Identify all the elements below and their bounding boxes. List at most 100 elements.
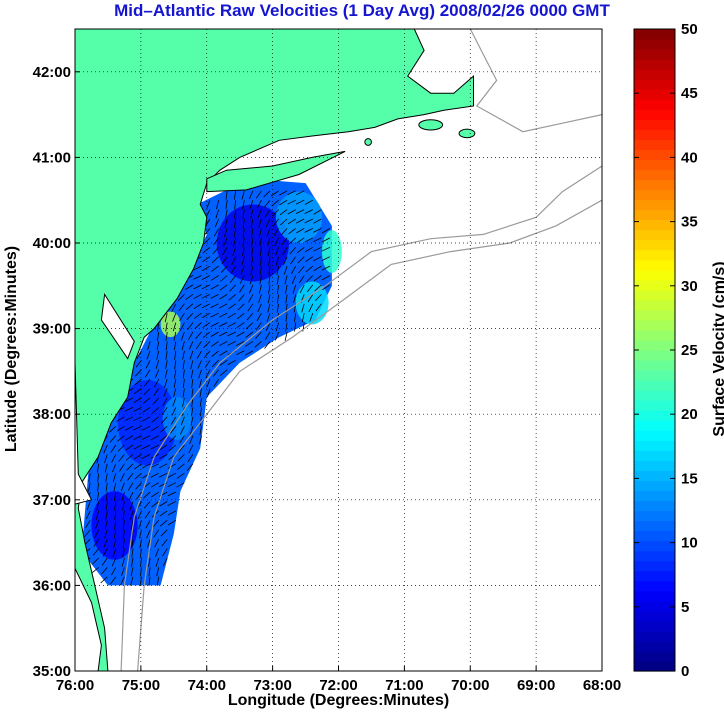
colorbar-segment (634, 430, 675, 441)
velocity-vector (177, 463, 185, 470)
velocity-vector (139, 539, 142, 549)
velocity-vector (264, 341, 271, 349)
colorbar-segment (634, 299, 675, 311)
velocity-vector (121, 491, 125, 501)
velocity-vector (133, 397, 142, 403)
velocity-vector (193, 265, 202, 271)
island (458, 128, 476, 139)
velocity-vector (156, 576, 160, 586)
velocity-vector (223, 237, 228, 247)
x-tick-label: 68:00 (583, 677, 621, 694)
velocity-vector (136, 350, 142, 359)
colorbar-segment (634, 59, 675, 70)
colorbar-tick-label: 0 (681, 663, 689, 680)
velocity-vector (116, 425, 125, 432)
velocity-vector (227, 331, 236, 337)
velocity-vector (268, 284, 271, 294)
velocity-vector (127, 473, 134, 481)
velocity-vector (266, 228, 271, 237)
velocity-vector (150, 482, 159, 488)
velocity-vector (173, 379, 177, 388)
velocity-vector (151, 407, 159, 414)
velocity-vector (313, 209, 322, 215)
velocity-vector (219, 341, 228, 347)
velocity-vector (206, 378, 211, 388)
colorbar-segment (634, 249, 675, 261)
velocity-vector (256, 200, 262, 209)
velocity-vector (285, 284, 288, 294)
velocity-vector (141, 444, 151, 450)
velocity-vector (117, 444, 125, 452)
velocity-vector (219, 294, 228, 300)
velocity-vector (199, 388, 202, 398)
velocity-vector (212, 360, 219, 367)
velocity-vector (145, 520, 151, 529)
bathymetry-line (137, 199, 602, 671)
velocity-vector (133, 435, 142, 440)
island (364, 138, 372, 146)
velocity-vector (201, 294, 211, 299)
velocity-vector (110, 444, 117, 453)
velocity-vector (250, 266, 254, 275)
velocity-vector (251, 237, 254, 247)
velocity-vector (125, 444, 134, 451)
velocity-vector (276, 303, 279, 313)
velocity-vector (272, 209, 279, 217)
velocity-vector (230, 265, 237, 275)
colorbar-segment (634, 590, 675, 602)
velocity-vector (204, 360, 211, 369)
colorbar-segment (634, 580, 675, 592)
colorbar-segment (634, 350, 675, 361)
velocity-vector (227, 359, 236, 365)
velocity-vector (185, 303, 194, 311)
velocity-vector (114, 510, 117, 520)
velocity-vector (213, 237, 219, 246)
velocity-vector (143, 491, 151, 499)
y-tick-label: 35:00 (33, 663, 71, 680)
velocity-vector (321, 237, 331, 243)
velocity-vector (188, 341, 194, 350)
y-tick-label: 41:00 (33, 149, 71, 166)
velocity-vector (122, 548, 125, 558)
colorbar-segment (634, 660, 675, 672)
velocity-vector (120, 482, 125, 492)
velocity-vector (199, 407, 202, 417)
colorbar-segment (634, 510, 675, 522)
velocity-vector (165, 350, 168, 360)
velocity-vector (144, 378, 151, 387)
velocity-vector (164, 378, 168, 388)
velocity-vector (97, 473, 100, 483)
velocity-vector (182, 350, 185, 360)
velocity-vector (220, 275, 228, 282)
velocity-vector (274, 237, 279, 247)
velocity-vector (158, 472, 168, 478)
velocity-vector (276, 313, 279, 323)
velocity-vector (105, 501, 108, 511)
velocity-vector (141, 435, 151, 440)
velocity-vector (198, 369, 202, 379)
velocity-vector (159, 435, 168, 442)
velocity-vector (270, 190, 279, 197)
velocity-vector (103, 539, 108, 548)
velocity-vector (164, 369, 168, 379)
colorbar-tick-label: 5 (681, 599, 689, 616)
velocity-vector (148, 567, 151, 577)
velocity-vector (216, 200, 219, 210)
velocity-vector (96, 501, 100, 511)
velocity-vector (291, 275, 297, 284)
velocity-vector (162, 557, 168, 567)
velocity-vector (161, 538, 168, 547)
velocity-vector (85, 520, 91, 529)
velocity-vector (124, 416, 134, 422)
velocity-vector (245, 341, 254, 347)
velocity-vector (288, 228, 296, 235)
velocity-vector (128, 491, 134, 501)
velocity-vector (157, 322, 160, 332)
colorbar-tick-label: 40 (681, 149, 698, 166)
velocity-vector (219, 284, 228, 291)
velocity-vector (111, 454, 117, 463)
colorbar-segment (634, 470, 675, 482)
colorbar-segment (634, 99, 675, 110)
velocity-vector (116, 416, 125, 422)
velocity-vector (237, 312, 245, 320)
